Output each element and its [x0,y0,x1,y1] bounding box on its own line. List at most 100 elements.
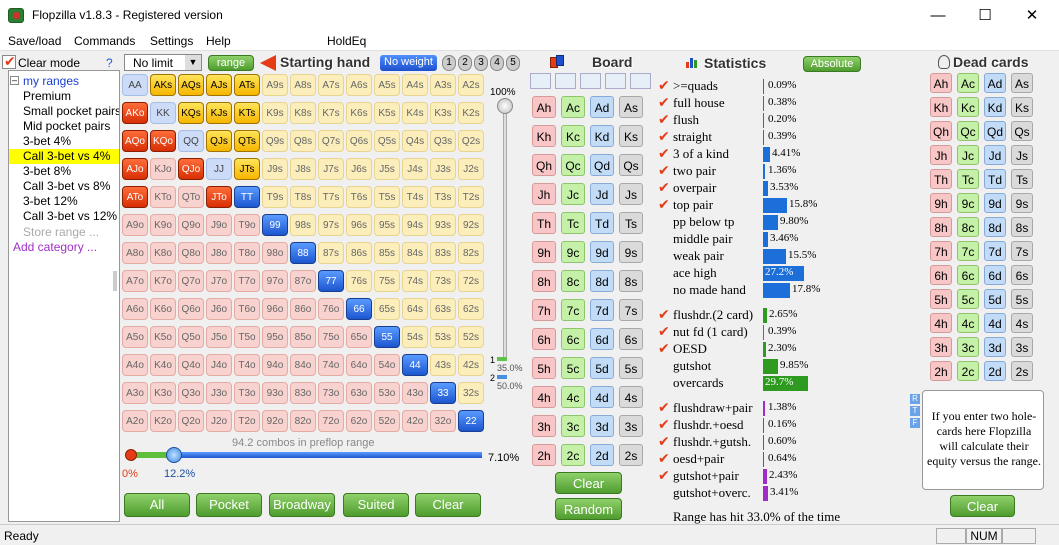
hand-cell[interactable]: A7o [122,270,148,292]
hand-cell[interactable]: A2o [122,410,148,432]
dead-card-Qs[interactable]: Qs [1011,121,1033,141]
hand-cell[interactable]: Q5s [374,130,400,152]
menu-commands[interactable]: Commands [74,34,136,48]
board-card-2s[interactable]: 2s [619,444,643,466]
hand-cell[interactable]: A8o [122,242,148,264]
hand-cell[interactable]: J5o [206,326,232,348]
board-card-2d[interactable]: 2d [590,444,614,466]
weight-button-2[interactable]: 2 [458,55,472,71]
board-card-2h[interactable]: 2h [532,444,556,466]
dead-card-8s[interactable]: 8s [1011,217,1033,237]
dead-card-2d[interactable]: 2d [984,361,1006,381]
grid-button-suited[interactable]: Suited [343,493,409,517]
check-icon[interactable]: ✔ [658,323,670,339]
hand-cell[interactable]: QTs [234,130,260,152]
hand-cell[interactable]: Q7o [178,270,204,292]
board-card-7c[interactable]: 7c [561,299,585,321]
hand-cell[interactable]: JTo [206,186,232,208]
hand-cell[interactable]: Q9o [178,214,204,236]
hand-cell[interactable]: QJs [206,130,232,152]
board-card-Kh[interactable]: Kh [532,125,556,147]
check-icon[interactable]: ✔ [658,340,670,356]
hand-cell[interactable]: Q3s [430,130,456,152]
board-card-7s[interactable]: 7s [619,299,643,321]
hand-cell[interactable]: Q3o [178,382,204,404]
board-card-3c[interactable]: 3c [561,415,585,437]
board-card-Kc[interactable]: Kc [561,125,585,147]
dead-card-2c[interactable]: 2c [957,361,979,381]
board-card-Th[interactable]: Th [532,212,556,234]
dead-card-2h[interactable]: 2h [930,361,952,381]
hand-cell[interactable]: A6s [346,74,372,96]
check-icon[interactable]: ✔ [658,467,670,483]
hand-cell[interactable]: A3o [122,382,148,404]
hand-cell[interactable]: 96o [262,298,288,320]
board-card-9s[interactable]: 9s [619,241,643,263]
dead-card-Tc[interactable]: Tc [957,169,979,189]
hand-cell[interactable]: J8o [206,242,232,264]
board-card-7d[interactable]: 7d [590,299,614,321]
hand-cell[interactable]: T7s [318,186,344,208]
hand-cell[interactable]: A4s [402,74,428,96]
dead-card-6c[interactable]: 6c [957,265,979,285]
hand-cell[interactable]: Q2s [458,130,484,152]
dead-card-Th[interactable]: Th [930,169,952,189]
hand-cell[interactable]: K7s [318,102,344,124]
board-card-8d[interactable]: 8d [590,270,614,292]
hand-cell[interactable]: 62o [346,410,372,432]
hand-cell[interactable]: 96s [346,214,372,236]
hand-cell[interactable]: 63o [346,382,372,404]
dead-card-3h[interactable]: 3h [930,337,952,357]
hand-cell[interactable]: T4s [402,186,428,208]
hand-cell[interactable]: 83o [290,382,316,404]
board-card-8c[interactable]: 8c [561,270,585,292]
hand-cell[interactable]: QTo [178,186,204,208]
check-icon[interactable]: ✔ [658,433,670,449]
hand-cell[interactable]: 73s [430,270,456,292]
check-icon[interactable]: ✔ [658,128,670,144]
hand-cell[interactable]: K8o [150,242,176,264]
hand-cell[interactable]: T3o [234,382,260,404]
hand-cell[interactable]: K9s [262,102,288,124]
check-icon[interactable]: ✔ [658,196,670,212]
hand-cell[interactable]: 33 [430,382,456,404]
hand-cell[interactable]: J4s [402,158,428,180]
dead-card-Qh[interactable]: Qh [930,121,952,141]
hand-cell[interactable]: T5s [374,186,400,208]
hand-cell[interactable]: AKs [150,74,176,96]
board-card-9c[interactable]: 9c [561,241,585,263]
hand-cell[interactable]: Q4s [402,130,428,152]
hand-cell[interactable]: T9o [234,214,260,236]
range-item[interactable]: 3-bet 12% [23,194,78,208]
board-card-Qc[interactable]: Qc [561,154,585,176]
hand-cell[interactable]: 85s [374,242,400,264]
hand-cell[interactable]: 74o [318,354,344,376]
grid-button-all[interactable]: All [124,493,190,517]
board-card-Ac[interactable]: Ac [561,96,585,118]
dead-card-Kd[interactable]: Kd [984,97,1006,117]
range-button[interactable]: range [208,55,254,71]
board-slot[interactable] [630,73,651,89]
board-card-6h[interactable]: 6h [532,328,556,350]
hand-cell[interactable]: Q9s [262,130,288,152]
hand-cell[interactable]: 42s [458,354,484,376]
hand-cell[interactable]: J7s [318,158,344,180]
board-card-Jh[interactable]: Jh [532,183,556,205]
board-card-4h[interactable]: 4h [532,386,556,408]
dead-card-Ah[interactable]: Ah [930,73,952,93]
dead-card-Ac[interactable]: Ac [957,73,979,93]
dead-card-8h[interactable]: 8h [930,217,952,237]
range-item[interactable]: Mid pocket pairs [23,119,111,133]
dead-card-3d[interactable]: 3d [984,337,1006,357]
board-slot[interactable] [580,73,601,89]
check-icon[interactable]: ✔ [658,111,670,127]
weight-button-5[interactable]: 5 [506,55,520,71]
limit-select[interactable]: No limit ▼ [124,54,202,71]
hand-cell[interactable]: A5s [374,74,400,96]
hand-cell[interactable]: T9s [262,186,288,208]
dead-card-Td[interactable]: Td [984,169,1006,189]
no-weight-button[interactable]: No weight [380,55,437,71]
hand-cell[interactable]: 53o [374,382,400,404]
board-card-Kd[interactable]: Kd [590,125,614,147]
hand-cell[interactable]: J6s [346,158,372,180]
